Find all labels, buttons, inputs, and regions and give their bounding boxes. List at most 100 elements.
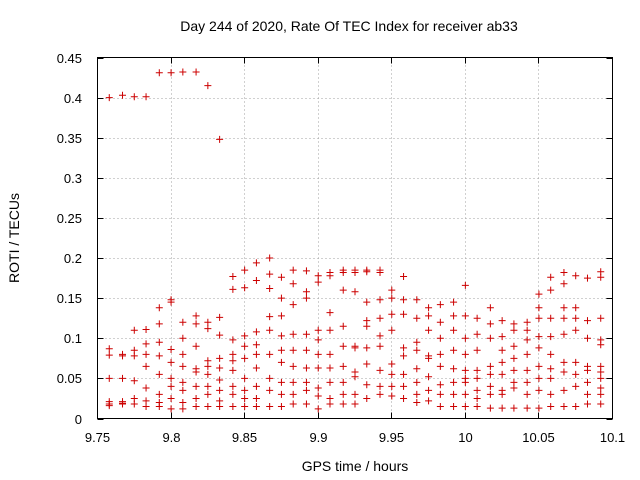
data-point: [547, 402, 555, 410]
data-point: [535, 314, 543, 322]
data-point: [229, 350, 237, 358]
data-point: [436, 362, 444, 370]
data-point: [351, 268, 359, 276]
data-point: [302, 294, 310, 302]
data-point: [498, 333, 506, 341]
data-point: [314, 364, 322, 372]
data-point: [486, 362, 494, 370]
data-point: [510, 326, 518, 334]
data-point: [277, 358, 285, 366]
data-point: [461, 334, 469, 342]
data-point: [155, 402, 163, 410]
data-point: [167, 382, 175, 390]
data-point: [413, 338, 421, 346]
data-point: [302, 400, 310, 408]
data-point: [155, 390, 163, 398]
data-point: [523, 350, 531, 358]
data-point: [105, 94, 113, 102]
data-point: [450, 390, 458, 398]
data-point: [461, 402, 469, 410]
data-point: [498, 390, 506, 398]
data-point: [547, 314, 555, 322]
data-point: [277, 273, 285, 281]
data-point: [560, 280, 568, 288]
data-point: [179, 68, 187, 76]
data-point: [376, 390, 384, 398]
data-point: [241, 266, 249, 274]
data-point: [560, 304, 568, 312]
data-point: [473, 374, 481, 382]
y-tick-label: 0.4: [64, 91, 82, 106]
data-point: [289, 390, 297, 398]
data-point: [302, 386, 310, 394]
data-point: [339, 378, 347, 386]
data-point: [351, 390, 359, 398]
data-point: [413, 390, 421, 398]
data-point: [597, 314, 605, 322]
data-point: [376, 366, 384, 374]
data-point: [400, 370, 408, 378]
data-point: [560, 314, 568, 322]
data-point: [547, 333, 555, 341]
data-point: [413, 378, 421, 386]
data-point: [597, 400, 605, 408]
data-point: [486, 320, 494, 328]
data-point: [583, 400, 591, 408]
data-point: [326, 364, 334, 372]
data-point: [277, 378, 285, 386]
data-point: [266, 254, 274, 262]
data-point: [192, 402, 200, 410]
data-point: [192, 68, 200, 76]
chart-title: Day 244 of 2020, Rate Of TEC Index for r…: [180, 18, 518, 34]
data-point: [266, 374, 274, 382]
data-point: [229, 285, 237, 293]
data-point: [425, 304, 433, 312]
gridlines: [97, 57, 613, 419]
data-point: [241, 332, 249, 340]
data-point: [473, 394, 481, 402]
data-point: [142, 93, 150, 101]
data-point: [229, 357, 237, 365]
data-point: [376, 382, 384, 390]
data-point: [400, 394, 408, 402]
x-tick-label: 10.05: [522, 430, 555, 445]
data-point: [473, 330, 481, 338]
data-point: [277, 402, 285, 410]
data-point: [547, 286, 555, 294]
data-point: [266, 402, 274, 410]
data-point: [339, 286, 347, 294]
data-point: [216, 313, 224, 321]
data-point: [351, 288, 359, 296]
y-tick-label: 0.45: [57, 51, 82, 66]
data-point: [326, 326, 334, 334]
x-tick-label: 9.75: [85, 430, 110, 445]
data-point: [192, 312, 200, 320]
x-tick-label: 9.8: [162, 430, 180, 445]
data-point: [560, 330, 568, 338]
data-point: [363, 360, 371, 368]
y-tick-label: 0: [75, 412, 82, 427]
data-point: [204, 370, 212, 378]
data-point: [289, 362, 297, 370]
data-point: [363, 298, 371, 306]
data-point: [450, 298, 458, 306]
data-point: [486, 404, 494, 412]
data-point: [314, 350, 322, 358]
data-point: [363, 268, 371, 276]
data-point: [583, 378, 591, 386]
data-point: [388, 392, 396, 400]
data-point: [105, 345, 113, 353]
data-point: [560, 386, 568, 394]
data-point: [461, 281, 469, 289]
data-point: [204, 382, 212, 390]
data-point: [473, 402, 481, 410]
data-point: [204, 82, 212, 90]
data-point: [167, 69, 175, 77]
data-point: [155, 338, 163, 346]
data-point: [572, 382, 580, 390]
data-point: [216, 135, 224, 143]
data-point: [289, 301, 297, 309]
data-point: [436, 402, 444, 410]
data-point: [266, 326, 274, 334]
data-point: [486, 370, 494, 378]
